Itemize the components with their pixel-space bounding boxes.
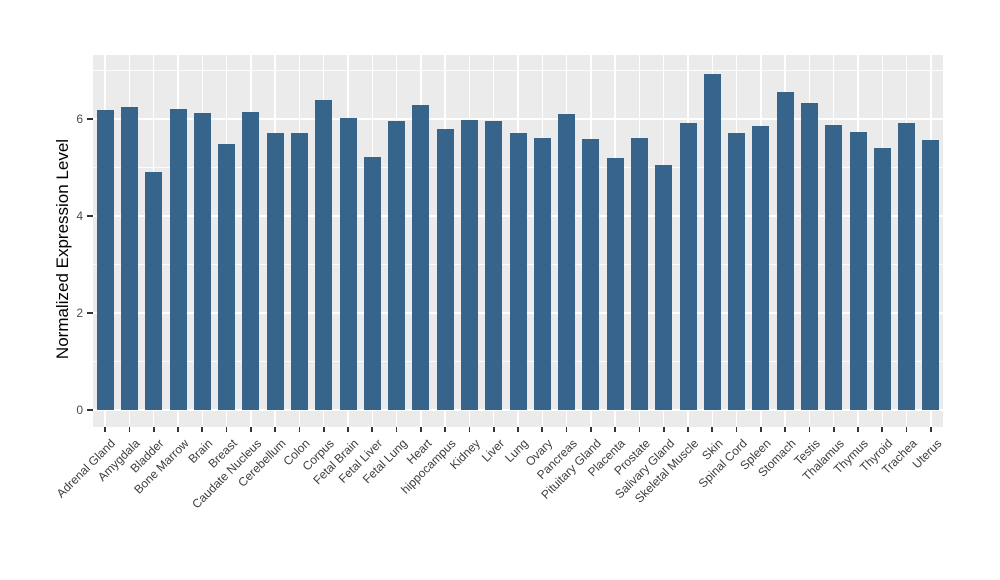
bar-pituitary-gland: [582, 138, 600, 410]
bar-stomach: [776, 92, 794, 411]
bar-cerebellum: [266, 133, 284, 411]
x-tick-mark: [857, 427, 859, 432]
x-tick-mark: [152, 427, 155, 432]
x-tick-mark: [225, 427, 228, 432]
x-tick-mark: [614, 427, 616, 432]
bar-bone-marrow: [169, 108, 187, 411]
bar-salivary-gland: [655, 165, 673, 411]
y-tick-label: 4: [76, 209, 83, 224]
x-tick-mark: [492, 427, 495, 432]
y-tick-mark: [87, 409, 93, 411]
bar-adrenal-gland: [96, 109, 114, 411]
y-tick-mark: [87, 312, 93, 314]
bar-fetal-liver: [363, 156, 381, 411]
bar-lung: [509, 132, 527, 411]
x-tick-mark: [250, 427, 252, 432]
bar-testis: [800, 103, 818, 411]
x-tick-mark: [128, 427, 131, 432]
x-tick-mark: [735, 427, 738, 432]
bar-caudate-nucleus: [242, 112, 260, 410]
bar-trachea: [898, 122, 916, 410]
x-tick-mark: [274, 427, 276, 432]
x-tick-mark: [662, 427, 665, 432]
bar-kidney: [460, 120, 478, 411]
bar-thalamus: [825, 125, 843, 410]
bar-skeletal-muscle: [679, 123, 697, 410]
bar-hippocampus: [436, 129, 454, 411]
x-tick-label: Liver: [478, 436, 507, 465]
bar-placenta: [606, 157, 624, 411]
x-tick-mark: [832, 427, 835, 432]
bar-brain: [193, 112, 211, 410]
x-tick-mark: [420, 427, 422, 432]
x-tick-mark: [784, 427, 786, 432]
bar-prostate: [630, 138, 648, 410]
x-tick-mark: [444, 427, 446, 432]
y-axis-title: Normalized Expression Level: [53, 138, 72, 360]
y-tick-mark: [87, 215, 93, 217]
plot-panel: [93, 55, 943, 427]
y-tick-label: 6: [76, 112, 83, 127]
x-tick-mark: [298, 427, 301, 432]
bar-spleen: [752, 126, 770, 410]
y-tick-label: 0: [76, 403, 83, 418]
y-tick-label: 2: [76, 306, 83, 321]
x-tick-mark: [590, 427, 592, 432]
bar-thymus: [849, 132, 867, 411]
bar-fetal-brain: [339, 118, 357, 411]
x-tick-mark: [760, 427, 762, 432]
x-tick-mark: [711, 427, 714, 432]
x-tick-mark: [881, 427, 884, 432]
x-tick-mark: [638, 427, 641, 432]
bar-fetal-lung: [388, 120, 406, 411]
bar-spinal-cord: [728, 132, 746, 411]
y-tick-mark: [87, 118, 93, 120]
x-tick-mark: [541, 427, 544, 432]
bar-amygdala: [120, 106, 138, 411]
bar-corpus: [315, 100, 333, 410]
bar-bladder: [145, 172, 163, 410]
x-tick-mark: [468, 427, 471, 432]
bar-uterus: [922, 140, 940, 411]
bar-colon: [290, 133, 308, 411]
bar-thyroid: [873, 148, 891, 410]
x-tick-mark: [395, 427, 398, 432]
x-tick-mark: [517, 427, 519, 432]
x-tick-mark: [322, 427, 325, 432]
x-tick-mark: [905, 427, 908, 432]
bar-skin: [703, 73, 721, 411]
x-tick-mark: [347, 427, 349, 432]
x-tick-mark: [177, 427, 179, 432]
x-tick-mark: [687, 427, 689, 432]
x-tick-mark: [808, 427, 811, 432]
bar-liver: [485, 120, 503, 411]
x-tick-mark: [104, 427, 106, 432]
bar-ovary: [533, 138, 551, 410]
bar-heart: [412, 105, 430, 411]
x-tick-mark: [930, 427, 932, 432]
x-tick-mark: [201, 427, 204, 432]
x-tick-mark: [565, 427, 568, 432]
bar-pancreas: [558, 114, 576, 410]
bar-breast: [218, 144, 236, 411]
x-tick-mark: [371, 427, 374, 432]
